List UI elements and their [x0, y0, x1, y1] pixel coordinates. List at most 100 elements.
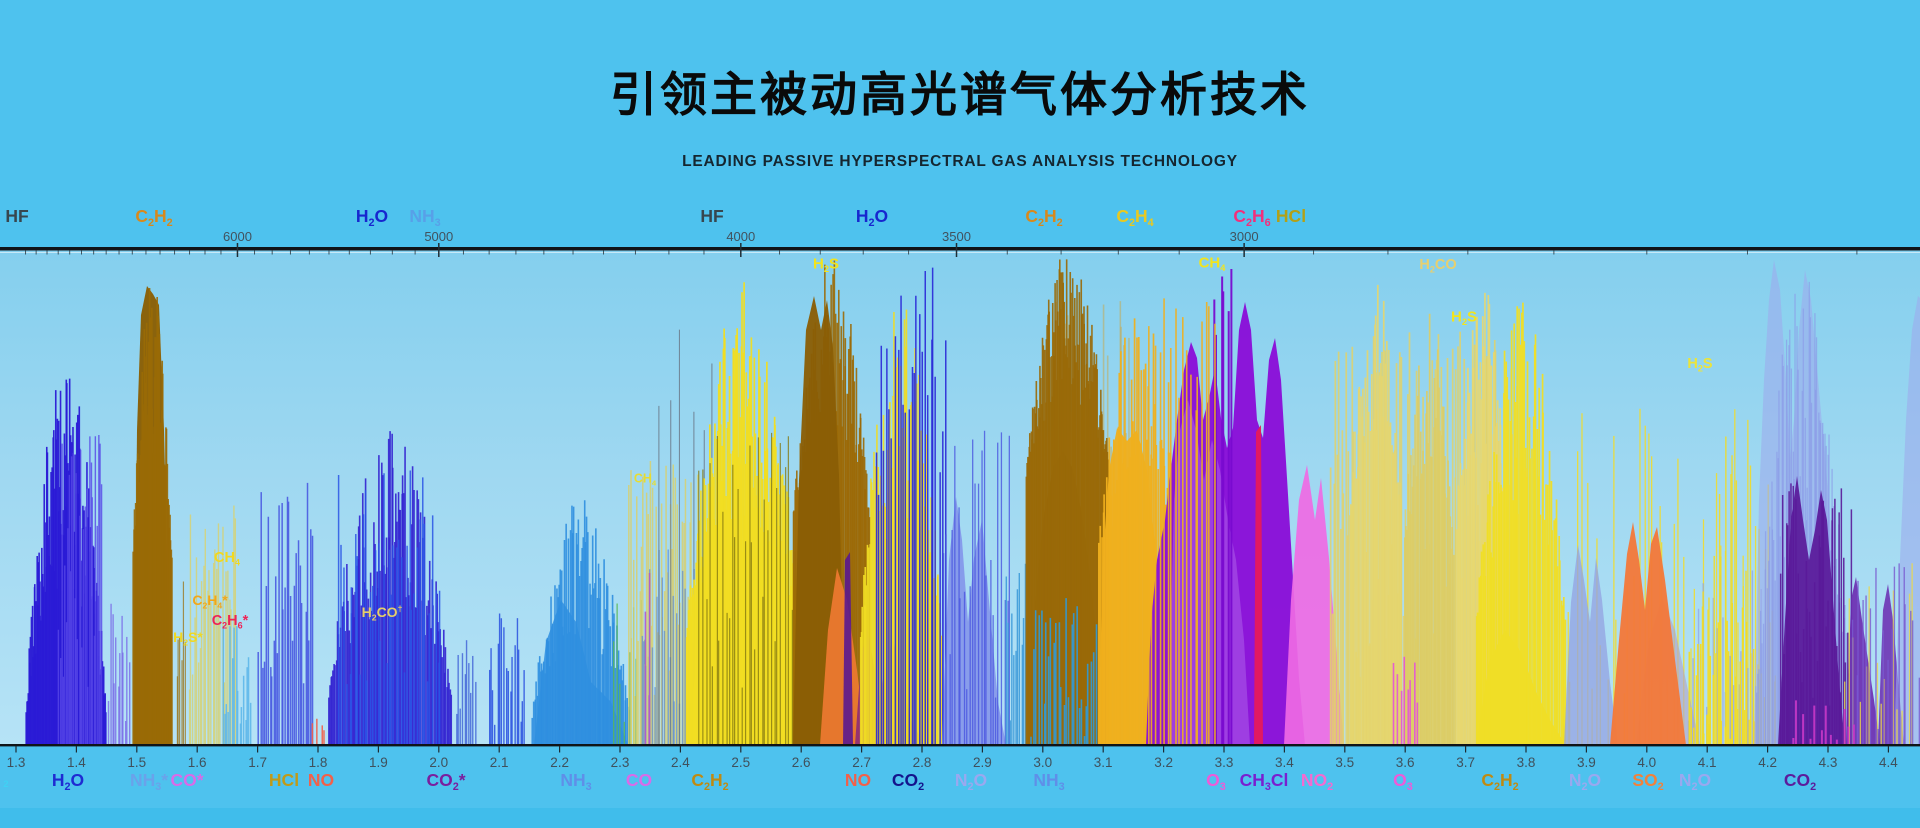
bottom-molecule-label: NO: [308, 770, 334, 790]
top-molecule-label: HCl: [1276, 206, 1306, 226]
spectral-envelope: [1254, 425, 1263, 745]
spectral-band: [337, 470, 441, 746]
spectral-band: [1475, 302, 1567, 746]
spectral-band: [644, 573, 651, 746]
bottom-axis-tick-label: 3.5: [1335, 755, 1354, 770]
bottom-axis-tick-label: 1.5: [127, 755, 146, 770]
spectral-envelope: [1284, 465, 1344, 745]
annotation-label: 2: [3, 779, 8, 789]
bottom-axis-tick-label: 2.8: [913, 755, 932, 770]
bottom-molecule-label: CH3Cl: [1240, 770, 1289, 793]
spectral-band: [107, 603, 131, 746]
bottom-axis-tick-label: 1.7: [248, 755, 267, 770]
bottom-axis-tick-label: 3.7: [1456, 755, 1475, 770]
spectral-band: [875, 267, 947, 746]
top-molecule-label: H2O: [856, 206, 888, 229]
annotation-label: CH4: [214, 550, 240, 567]
bottom-axis-tick-label: 3.1: [1094, 755, 1113, 770]
top-axis-tick-label: 5000: [424, 229, 453, 244]
annotation-label: C2H4*: [192, 592, 228, 610]
spectral-band: [489, 613, 525, 746]
bottom-axis-tick-label: 4.1: [1698, 755, 1717, 770]
bottom-molecule-label: CO: [626, 770, 652, 790]
spectral-band: [257, 482, 314, 746]
bottom-axis-tick-label: 3.2: [1154, 755, 1173, 770]
bottom-axis-tick-label: 3.8: [1517, 755, 1536, 770]
spectral-band: [1851, 563, 1920, 746]
top-axis-tick-label: 3000: [1230, 229, 1259, 244]
bottom-axis-tick-label: 2.5: [731, 755, 750, 770]
top-axis-tick-label: 4000: [726, 229, 755, 244]
bottom-axis-tick-label: 1.9: [369, 755, 388, 770]
spectral-band: [1792, 700, 1855, 746]
bottom-axis-tick-label: 4.0: [1637, 755, 1656, 770]
top-molecule-label: H2O: [356, 206, 388, 229]
spectral-band: [1403, 313, 1455, 746]
spectral-envelope: [942, 497, 1006, 745]
spectral-band: [311, 718, 331, 746]
bottom-molecule-label: NO: [845, 770, 871, 790]
bottom-molecule-label: SO2: [1632, 770, 1663, 793]
bottom-molecule-label: N2O: [1569, 770, 1601, 793]
top-molecule-label: C2H2: [1025, 206, 1062, 229]
bottom-axis-tick-label: 1.3: [7, 755, 26, 770]
spectral-band: [1030, 598, 1101, 746]
spectral-band: [698, 432, 796, 746]
spectral-band: [1148, 298, 1216, 746]
bottom-molecule-label: CO2: [1784, 770, 1816, 793]
bottom-molecule-label: HCl: [269, 770, 299, 790]
annotation-label: CH4: [1199, 254, 1227, 273]
bottom-axis-tick-label: 2.9: [973, 755, 992, 770]
annotation-label: H2S: [813, 255, 839, 274]
annotation-label: CH4: [634, 471, 657, 487]
top-axis-tick-label: 6000: [223, 229, 252, 244]
spectral-envelope: [1564, 545, 1618, 745]
bottom-molecule-label: CO2*: [426, 770, 465, 793]
bottom-molecule-label: NH3: [560, 770, 591, 793]
top-molecule-label: HF: [5, 206, 29, 226]
bottom-molecule-label: CO2: [892, 770, 924, 793]
page-subtitle: LEADING PASSIVE HYPERSPECTRAL GAS ANALYS…: [682, 153, 1238, 170]
bottom-axis-tick-label: 4.4: [1879, 755, 1898, 770]
bottom-molecule-label: C2H2: [1481, 770, 1518, 793]
top-molecule-label: C2H2: [135, 206, 172, 229]
top-axis-line: [0, 247, 1920, 251]
bottom-molecule-label: C2H2: [691, 770, 728, 793]
spectral-band: [57, 434, 103, 746]
top-axis-tick-label: 3500: [942, 229, 971, 244]
bottom-axis-tick-label: 2.7: [852, 755, 871, 770]
top-axis-highlight: [0, 252, 1920, 253]
spectral-band: [456, 640, 477, 746]
bottom-axis-tick-label: 2.4: [671, 755, 690, 770]
bottom-axis-tick-label: 4.3: [1819, 755, 1838, 770]
annotation-label: H2S*: [173, 629, 203, 647]
bottom-axis-tick-label: 3.4: [1275, 755, 1294, 770]
annotation-label: C2H6*: [212, 613, 249, 630]
top-molecule-label: C2H6: [1233, 206, 1270, 229]
annotation-label: H2CO†: [362, 604, 403, 623]
top-axis-ticks: 6000 5000 4000 3500 3000: [25, 229, 1858, 257]
bottom-molecule-label: NH3: [1033, 770, 1064, 793]
spectral-band: [942, 430, 1010, 746]
spectral-envelope: [1610, 522, 1686, 745]
bottom-axis-tick-label: 1.6: [188, 755, 207, 770]
bottom-molecule-label: CO*: [170, 770, 203, 790]
bottom-axis-tick-label: 3.6: [1396, 755, 1415, 770]
bottom-axis-tick-label: 2.3: [611, 755, 630, 770]
bottom-molecule-label: O3: [1393, 770, 1413, 793]
bottom-molecule-label: O3: [1206, 770, 1226, 793]
spectral-envelope: [1894, 296, 1920, 745]
top-molecule-label: C2H4: [1116, 206, 1153, 229]
bottom-molecule-label: N2O: [1679, 770, 1711, 793]
footer-band: [0, 808, 1920, 828]
bottom-axis-tick-label: 3.0: [1033, 755, 1052, 770]
bottom-molecule-label: NH3*: [130, 770, 168, 793]
spectral-band: [132, 287, 173, 746]
bottom-axis-tick-label: 2.0: [429, 755, 448, 770]
bottom-axis-tick-label: 1.8: [309, 755, 328, 770]
bottom-axis-tick-label: 2.2: [550, 755, 569, 770]
bottom-axis-tick-label: 2.6: [792, 755, 811, 770]
top-molecule-label: HF: [700, 206, 724, 226]
spectral-band: [222, 626, 252, 746]
